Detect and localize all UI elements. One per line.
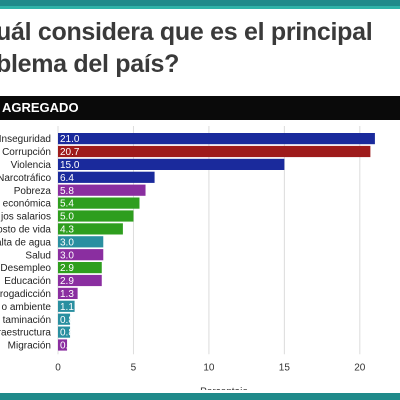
bar-value-label: 2.9 [60, 276, 74, 287]
bar-value-label: 5.0 [60, 212, 74, 223]
bar-value-label: 0.8 [60, 328, 74, 339]
top-accent-stripe [0, 6, 400, 9]
x-tick-label: 15 [279, 362, 291, 373]
section-banner: AGREGADO [0, 96, 400, 120]
bar-value-label: 15.0 [60, 160, 80, 171]
bar [58, 249, 104, 261]
bar [58, 210, 134, 222]
question-title-line-1: uál considera que es el principal [0, 18, 373, 46]
bar-value-label: 6.4 [60, 173, 74, 184]
bar [58, 133, 375, 145]
section-banner-label: AGREGADO [2, 100, 79, 115]
bar [58, 287, 78, 299]
bar-value-label: 0.8 [60, 315, 74, 326]
category-label: Violencia [11, 160, 52, 171]
question-title-line-2: blema del país? [0, 50, 180, 78]
bar [58, 339, 68, 351]
bar [58, 274, 102, 287]
bar-value-label: 1.3 [60, 289, 74, 300]
x-tick-label: 10 [203, 362, 215, 373]
top-accent-band [0, 0, 400, 9]
bar [58, 184, 146, 196]
bar-value-label: 3.0 [60, 237, 74, 248]
category-label: e económica [0, 199, 51, 210]
bottom-accent-band [0, 393, 400, 400]
bar-value-label: 5.8 [60, 186, 74, 197]
x-tick-label: 20 [354, 362, 366, 373]
x-tick-label: 5 [131, 362, 137, 373]
question-title: uál considera que es el principal blema … [0, 14, 400, 84]
bar-value-label: 3.0 [60, 250, 74, 261]
bar [58, 313, 71, 325]
bar-chart-svg: 21.0 Inseguridad 20.7 Corrupción 15.0 Violenc… [0, 126, 375, 397]
category-label: o ambiente [2, 302, 52, 313]
category-label: taminación [3, 315, 51, 326]
bar-value-label: 2.9 [60, 263, 74, 274]
category-label: alta de agua [0, 237, 51, 248]
bar [58, 262, 102, 274]
category-label: Corrupción [2, 147, 51, 158]
bar [58, 197, 140, 209]
category-label: osto de vida [0, 225, 51, 236]
category-label: jos salarios [0, 212, 51, 223]
category-label: Narcotráfico [0, 173, 51, 184]
bar [58, 326, 71, 338]
bar-value-label: 21.0 [60, 134, 80, 145]
bar [58, 300, 75, 312]
category-label: Salud [25, 250, 51, 261]
category-label: Educación [4, 276, 51, 287]
bar [58, 171, 155, 183]
category-label: Desempleo [0, 263, 51, 274]
bar-chart: 21.0 Inseguridad 20.7 Corrupción 15.0 Violenc… [0, 124, 400, 397]
bar-value-label: 1.1 [60, 302, 74, 313]
bar-value-label: 5.4 [60, 199, 74, 210]
category-label: Migración [8, 341, 51, 352]
category-label: raestructura [0, 328, 51, 339]
bar-value-label: 4.3 [60, 225, 74, 236]
x-axis-label: Porcentaje [200, 386, 248, 390]
category-label: rogadicción [0, 289, 51, 300]
bar-value-label: 20.7 [60, 147, 80, 158]
bar [58, 223, 123, 235]
bar-value-label: 0.6 [60, 341, 74, 352]
bar [58, 236, 104, 248]
category-label: Pobreza [14, 186, 52, 197]
bar [58, 145, 371, 158]
category-label: Inseguridad [0, 134, 51, 145]
bar [58, 158, 285, 170]
x-tick-label: 0 [55, 362, 61, 373]
